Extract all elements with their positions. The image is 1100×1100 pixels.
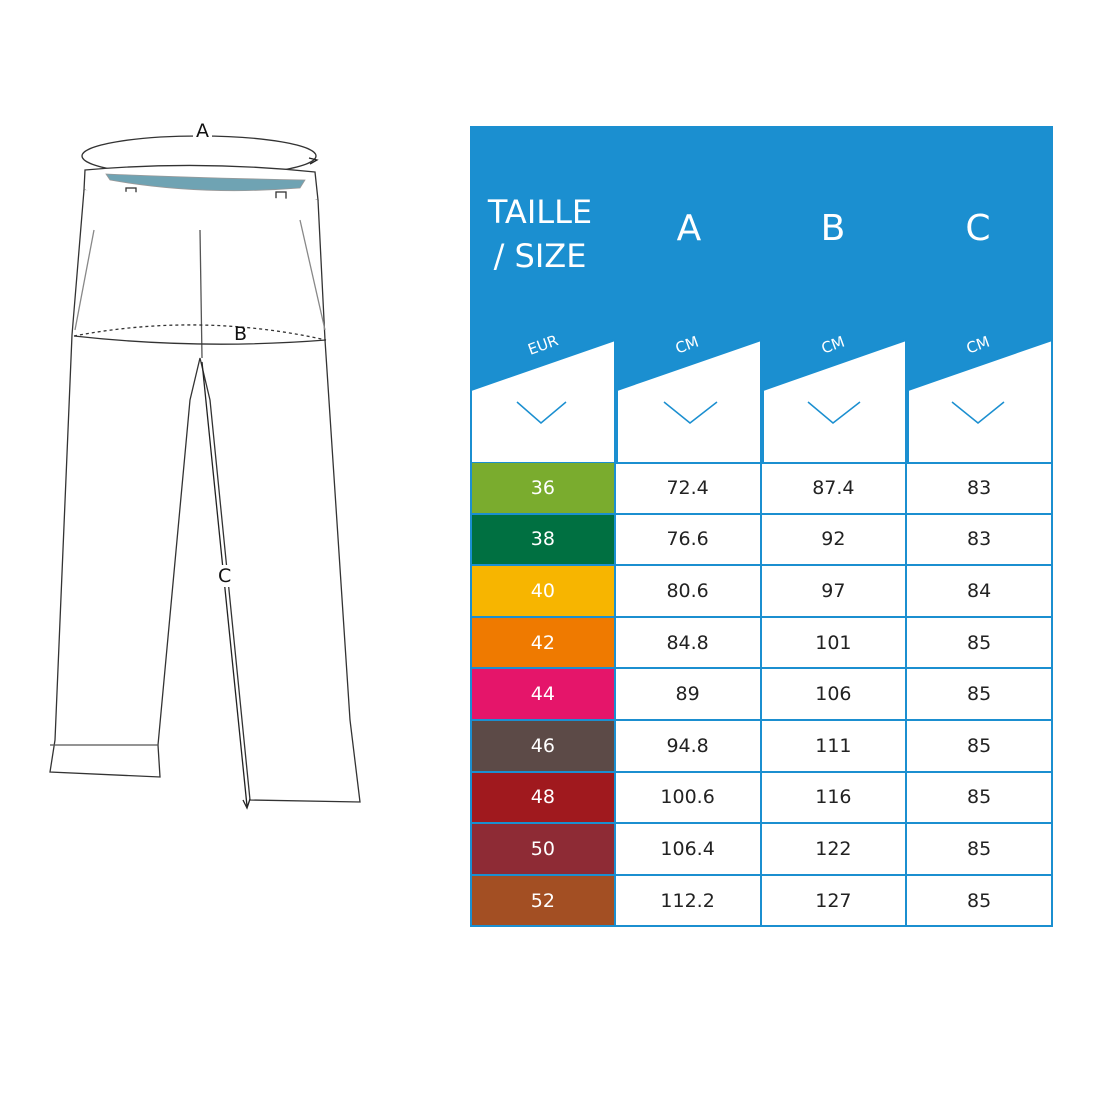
value-a-cell: 94.8: [615, 721, 762, 773]
value-a-cell: 106.4: [615, 824, 762, 876]
waistband-lining: [105, 173, 306, 192]
value-a-cell: 76.6: [615, 514, 762, 567]
title-line-2: / SIZE: [493, 237, 587, 275]
chevron-down-icon: [951, 401, 1005, 424]
value-b-cell: 87.4: [761, 463, 908, 515]
chevron-down-icon: [516, 401, 567, 424]
value-c-cell: 84: [907, 566, 1053, 618]
value-a-cell: 100.6: [615, 772, 762, 825]
size-cell: 44: [470, 669, 616, 721]
value-c-cell: 85: [907, 875, 1053, 928]
table-header: [470, 126, 1053, 464]
column-header-c: C: [965, 208, 991, 249]
size-cell: 52: [470, 875, 616, 928]
table-row: 36 72.4 87.4 83: [470, 463, 1053, 515]
size-cell: 46: [470, 721, 616, 773]
value-a-cell: 72.4: [615, 463, 762, 515]
value-b-cell: 101: [761, 617, 908, 670]
value-c-cell: 85: [907, 669, 1053, 721]
size-cell: 40: [470, 566, 616, 618]
value-c-cell: 85: [907, 772, 1053, 825]
value-c-cell: 85: [907, 617, 1053, 670]
value-a-cell: 84.8: [615, 617, 762, 670]
table-row: 46 94.8 111 85: [470, 721, 1053, 773]
title-line-1: TAILLE: [487, 193, 593, 231]
value-b-cell: 127: [761, 875, 908, 928]
measure-label-b: B: [234, 323, 248, 345]
chevron-down-icon: [807, 401, 861, 424]
table-row: 48 100.6 116 85: [470, 772, 1053, 825]
header-size-title: TAILLE / SIZE: [470, 190, 610, 278]
size-cell: 42: [470, 617, 616, 670]
value-b-cell: 122: [761, 824, 908, 876]
value-b-cell: 92: [761, 514, 908, 567]
measure-label-a: A: [193, 120, 212, 142]
value-c-cell: 83: [907, 463, 1053, 515]
table-row: 50 106.4 122 85: [470, 824, 1053, 876]
value-a-cell: 112.2: [615, 875, 762, 928]
table-row: 40 80.6 97 84: [470, 566, 1053, 618]
column-header-b: B: [820, 208, 846, 249]
hip-measure-line: [73, 324, 327, 341]
table-row: 52 112.2 127 85: [470, 875, 1053, 928]
size-cell: 36: [470, 463, 616, 515]
value-a-cell: 80.6: [615, 566, 762, 618]
value-b-cell: 116: [761, 772, 908, 825]
size-cell: 48: [470, 772, 616, 825]
pants-illustration: [49, 135, 361, 810]
value-b-cell: 106: [761, 669, 908, 721]
size-cell: 50: [470, 824, 616, 876]
table-row: 38 76.6 92 83: [470, 514, 1053, 567]
waist-arrow-icon: [308, 157, 319, 165]
column-header-a: A: [676, 208, 702, 249]
value-b-cell: 111: [761, 721, 908, 773]
value-b-cell: 97: [761, 566, 908, 618]
table-row: 44 89 106 85: [470, 669, 1053, 721]
value-a-cell: 89: [615, 669, 762, 721]
size-cell: 38: [470, 514, 616, 567]
table-row: 42 84.8 101 85: [470, 617, 1053, 670]
value-c-cell: 83: [907, 514, 1053, 567]
measure-label-c: C: [218, 565, 232, 587]
value-c-cell: 85: [907, 824, 1053, 876]
value-c-cell: 85: [907, 721, 1053, 773]
chevron-down-icon: [663, 401, 718, 424]
